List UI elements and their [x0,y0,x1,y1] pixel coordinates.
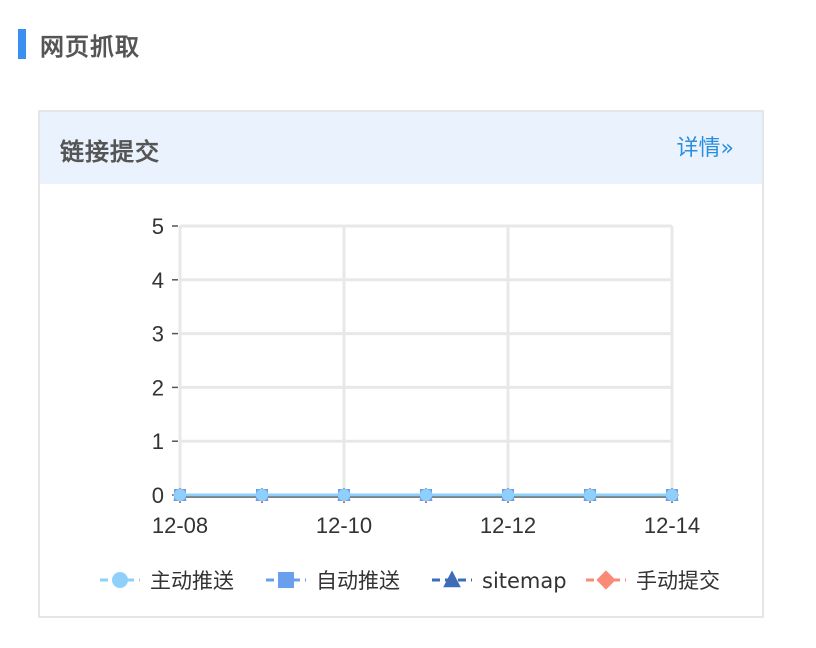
section-accent-bar [18,29,26,59]
legend-marker [443,570,461,588]
x-tick-label: 12-12 [480,513,536,538]
section-header: 网页抓取 [18,28,140,61]
legend-marker [596,570,616,590]
y-tick-label: 2 [152,375,164,400]
x-tick-label: 12-08 [152,513,208,538]
link-submit-card: 链接提交 详情» [38,110,764,618]
y-tick-label: 4 [152,268,164,293]
data-point [256,489,268,501]
legend-marker [112,572,128,588]
detail-link[interactable]: 详情» [676,136,734,161]
legend-label: 手动提交 [636,569,720,593]
card-title: 链接提交 [60,138,160,166]
section-title: 网页抓取 [40,32,140,61]
legend-label: 主动推送 [150,569,234,593]
data-point [338,489,350,501]
data-point [584,489,596,501]
x-tick-label: 12-14 [644,513,700,538]
y-tick-label: 1 [152,429,164,454]
card-header: 链接提交 详情» [40,112,762,184]
y-tick-label: 0 [152,483,164,508]
x-tick-label: 12-10 [316,513,372,538]
data-point [420,489,432,501]
data-point [502,489,514,501]
legend-label: sitemap [482,569,567,593]
legend-marker [278,572,294,588]
y-tick-label: 3 [152,322,164,347]
legend-label: 自动推送 [316,569,400,593]
data-point [174,489,186,501]
y-tick-label: 5 [152,214,164,239]
data-point [666,489,678,501]
